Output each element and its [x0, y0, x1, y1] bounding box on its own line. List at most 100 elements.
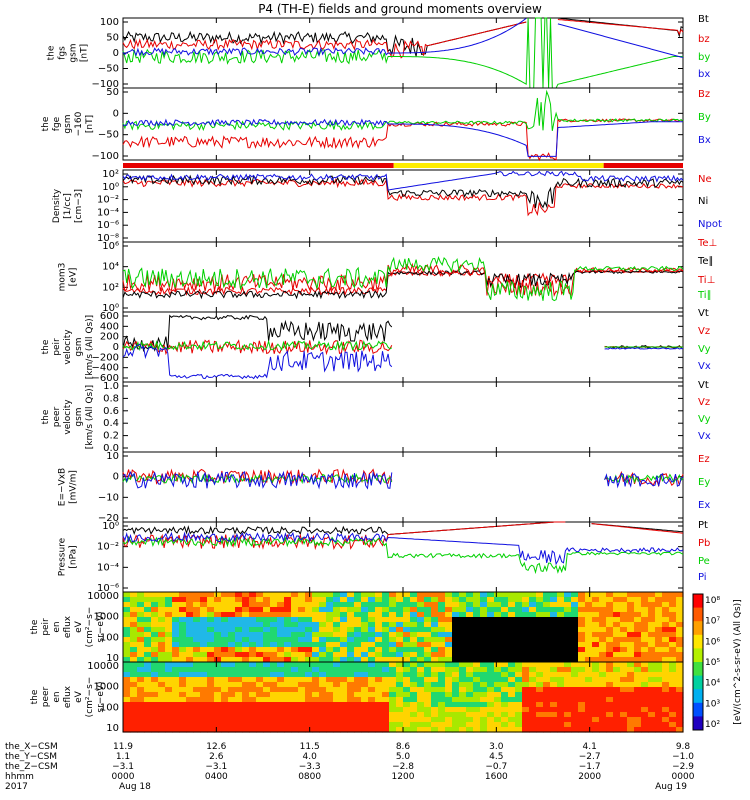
panel-10-cell — [501, 722, 509, 728]
panel-9-cell — [137, 602, 145, 608]
panel-9-cell — [221, 647, 229, 653]
panel-9-cell — [263, 627, 271, 633]
panel-9-cell — [431, 642, 439, 648]
panel-9-cell — [473, 642, 481, 648]
panel-9-cell — [137, 642, 145, 648]
panel-10-cell — [515, 702, 523, 708]
panel-9-cell — [242, 642, 250, 648]
panel-10-cell — [396, 677, 404, 683]
panel-9-cell — [487, 602, 495, 608]
panel-9-cell — [543, 652, 551, 658]
panel-9-cell — [249, 652, 257, 658]
panel-9-cell — [207, 612, 215, 618]
panel-9-cell — [466, 617, 474, 623]
panel-10-cell — [431, 672, 439, 678]
panel-10-cell — [585, 722, 593, 728]
xaxis-value: 1.1 — [116, 752, 130, 762]
panel-10-ylabel-line: eflux — [63, 685, 73, 708]
panel-10-cell — [361, 707, 369, 713]
panel-9-cell — [431, 617, 439, 623]
xaxis-value: −2.9 — [672, 762, 694, 772]
panel-9-cell — [424, 632, 432, 638]
panel-9-cell — [263, 617, 271, 623]
panel-10-cell — [438, 707, 446, 713]
panel-9-cell — [382, 632, 390, 638]
colorbar-band — [693, 716, 703, 731]
panel-10-cell — [389, 717, 397, 723]
panel-9-cell — [326, 637, 334, 643]
panel-10-cell — [130, 697, 138, 703]
panel-10-cell — [487, 682, 495, 688]
panel-10-cell — [207, 717, 215, 723]
panel-8-tick-label: 10⁻⁴ — [97, 562, 119, 573]
panel-9-cell — [536, 602, 544, 608]
panel-10-cell — [606, 697, 614, 703]
panel-10-cell — [592, 677, 600, 683]
panel-9-cell — [578, 632, 586, 638]
panel-10-cell — [158, 677, 166, 683]
panel-9-cell — [550, 607, 558, 613]
panel-10-cell — [326, 662, 334, 668]
panel-9-cell — [417, 637, 425, 643]
panel-9-cell — [613, 617, 621, 623]
panel-9-cell — [382, 592, 390, 598]
panel-5-ylabel-line: the — [41, 339, 51, 354]
panel-10-cell — [452, 722, 460, 728]
panel-9-cell — [396, 647, 404, 653]
panel-10-cell — [515, 717, 523, 723]
panel-9-cell — [557, 597, 565, 603]
panel-10-cell — [543, 727, 551, 733]
panel-10-cell — [529, 672, 537, 678]
panel-9-cell — [431, 592, 439, 598]
panel-9-cell — [256, 602, 264, 608]
panel-9-cell — [242, 607, 250, 613]
panel-10-cell — [571, 697, 579, 703]
panel-9-ylabel-line: peir — [41, 618, 51, 636]
panel-9-cell — [564, 592, 572, 598]
series-bx — [122, 17, 684, 58]
panel-9-cell — [508, 627, 516, 633]
panel-10-cell — [662, 722, 670, 728]
panel-10-cell — [312, 697, 320, 703]
panel-10-cell — [438, 667, 446, 673]
panel-10-cell — [263, 717, 271, 723]
panel-10-cell — [585, 707, 593, 713]
panel-10-cell — [193, 687, 201, 693]
panel-10-cell — [186, 677, 194, 683]
panel-10-cell — [284, 667, 292, 673]
panel-10-cell — [620, 667, 628, 673]
panel-9-cell — [396, 607, 404, 613]
panel-10-cell — [179, 717, 187, 723]
panel-10-cell — [305, 707, 313, 713]
panel-10-cell — [389, 672, 397, 678]
panel-10-cell — [151, 727, 159, 733]
panel-9-cell — [550, 622, 558, 628]
panel-9-cell — [648, 647, 656, 653]
panel-9-cell — [165, 642, 173, 648]
panel-9-cell — [410, 632, 418, 638]
panel-9-cell — [606, 637, 614, 643]
panel-10-cell — [242, 692, 250, 698]
panel-10-cell — [655, 692, 663, 698]
panel-10-cell — [361, 677, 369, 683]
panel-10-cell — [445, 662, 453, 668]
panel-10-cell — [333, 727, 341, 733]
panel-10-cell — [480, 677, 488, 683]
panel-10-cell — [298, 692, 306, 698]
panel-10-tick-label: 100 — [100, 702, 119, 713]
panel-10-cell — [634, 692, 642, 698]
panel-10-cell — [417, 682, 425, 688]
panel-9-cell — [459, 652, 467, 658]
panel-9-cell — [123, 602, 131, 608]
panel-9-cell — [333, 627, 341, 633]
panel-10-cell — [284, 662, 292, 668]
panel-9-cell — [620, 647, 628, 653]
panel-10-cell — [480, 727, 488, 733]
panel-9-cell — [137, 657, 145, 663]
panel-9-cell — [410, 617, 418, 623]
panel-9-cell — [214, 647, 222, 653]
panel-10-cell — [578, 702, 586, 708]
panel-10-cell — [123, 682, 131, 688]
panel-10-cell — [585, 677, 593, 683]
panel-9-cell — [648, 592, 656, 598]
